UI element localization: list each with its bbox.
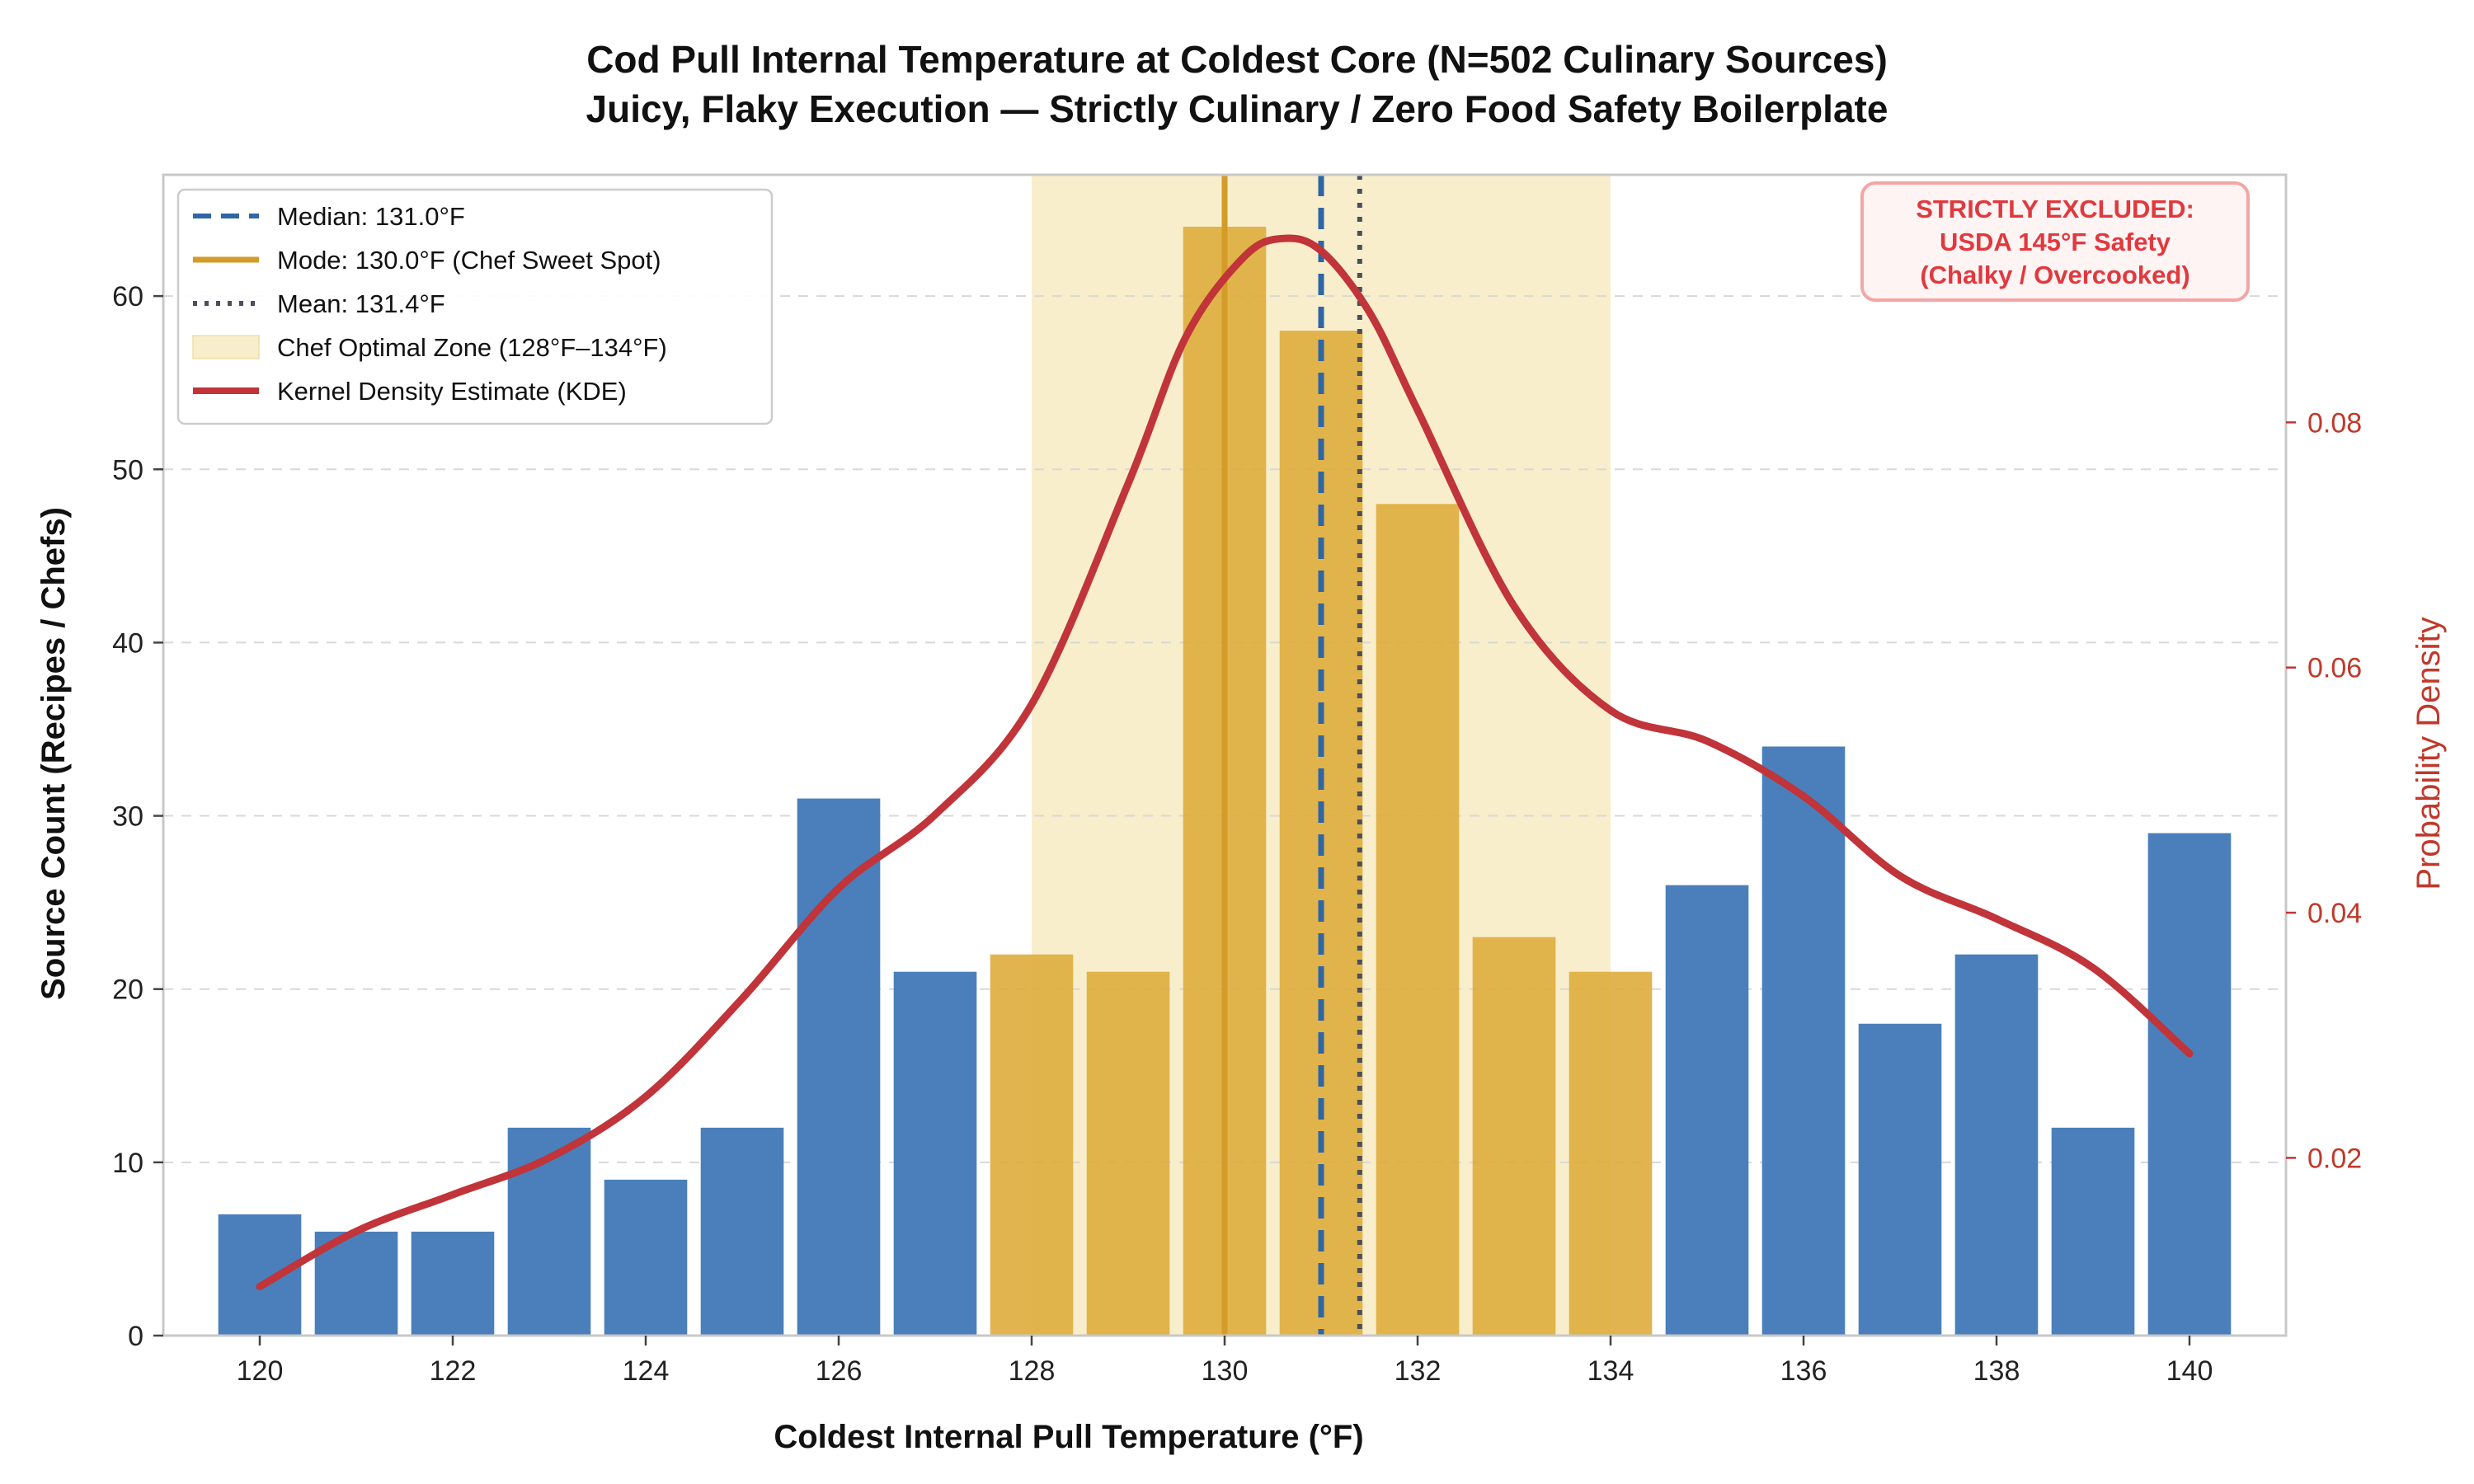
bar-127 [893,971,977,1336]
bar-124 [604,1179,688,1336]
bar-140 [2147,833,2232,1336]
y-right-tick-label-0.02: 0.02 [2307,1143,2362,1174]
x-tick-label-138: 138 [1973,1355,2020,1387]
chart-subtitle: Juicy, Flaky Execution — Strictly Culina… [586,87,1888,130]
bar-134 [1569,971,1653,1336]
y-ticks-right: 0.02 0.04 0.06 0.08 [2286,407,2362,1174]
chart-title: Cod Pull Internal Temperature at Coldest… [586,38,1888,81]
annotation-line-2: (Chalky / Overcooked) [1920,261,2189,289]
bar-139 [2051,1127,2135,1336]
bar-138 [1954,954,2039,1336]
bar-129 [1086,971,1170,1336]
bar-137 [1858,1023,1942,1336]
x-tick-label-126: 126 [816,1355,863,1387]
y-tick-label-30: 30 [112,801,143,833]
x-tick-label-128: 128 [1009,1355,1056,1387]
bar-135 [1665,885,1749,1336]
y-axis-label-left: Source Count (Recipes / Chefs) [35,507,72,1000]
annotation-box [1860,181,2250,302]
x-axis-label: Coldest Internal Pull Temperature (°F) [774,1419,1363,1455]
legend-label-0: Median: 131.0°F [277,202,465,231]
legend-label-1: Mode: 130.0°F (Chef Sweet Spot) [277,246,661,275]
x-tick-label-136: 136 [1780,1355,1827,1387]
y-right-tick-label-0.04: 0.04 [2307,898,2362,929]
x-tick-label-132: 132 [1395,1355,1442,1387]
x-tick-label-134: 134 [1587,1355,1634,1387]
legend-swatch-3 [192,335,260,359]
y-tick-label-40: 40 [112,627,143,659]
x-ticks: 120 122 124 126 128 130 132 134 136 138 140 [237,1336,2213,1387]
legend-label-4: Kernel Density Estimate (KDE) [277,377,627,406]
bar-123 [507,1127,591,1336]
bar-120 [218,1214,302,1336]
x-tick-label-124: 124 [623,1355,670,1387]
y-tick-label-20: 20 [112,974,143,1006]
x-tick-label-122: 122 [430,1355,477,1387]
excluded-annotation: STRICTLY EXCLUDED: USDA 145°F Safety (Chal… [1860,181,2250,302]
bar-133 [1472,937,1556,1336]
bar-128 [990,954,1074,1336]
legend: Median: 131.0°F Mode: 130.0°F (Chef Sweet… [176,188,774,425]
y-ticks-left: 0 10 20 30 40 50 60 [112,281,163,1352]
y-tick-label-50: 50 [112,454,143,486]
y-tick-label-10: 10 [112,1148,143,1179]
reference-lines-layer [1221,175,1362,1336]
annotation-line-1: USDA 145°F Safety [1940,228,2171,256]
x-tick-label-120: 120 [237,1355,284,1387]
bar-125 [700,1127,784,1336]
y-axis-label-right: Probability Density [2411,617,2447,890]
y-tick-label-60: 60 [112,281,143,312]
kde-layer [256,234,2194,1291]
bar-126 [797,798,881,1336]
y-right-tick-label-0.06: 0.06 [2307,653,2362,684]
bar-132 [1376,504,1460,1336]
x-tick-label-140: 140 [2166,1355,2213,1387]
legend-box [176,188,774,425]
legend-label-3: Chef Optimal Zone (128°F–134°F) [277,333,667,362]
x-tick-label-130: 130 [1202,1355,1249,1387]
y-right-tick-label-0.08: 0.08 [2307,407,2362,439]
legend-label-2: Mean: 131.4°F [277,289,445,318]
kde-curve [256,234,2194,1291]
y-tick-label-0: 0 [128,1321,143,1352]
bar-136 [1761,746,1846,1336]
annotation-line-0: STRICTLY EXCLUDED: [1916,195,2194,223]
bar-122 [411,1231,495,1336]
